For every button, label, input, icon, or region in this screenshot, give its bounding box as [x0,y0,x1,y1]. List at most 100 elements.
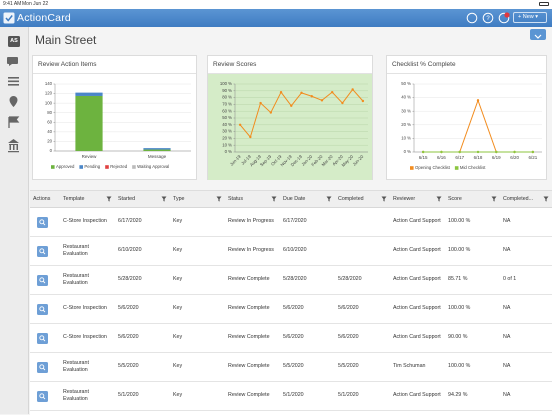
view-button[interactable] [37,216,48,228]
collapse-button[interactable] [530,29,546,40]
refresh-button[interactable] [466,12,478,24]
cell-text: 6/10/2020 [118,247,142,254]
filter-button[interactable] [271,196,277,202]
search-handle [42,367,46,370]
view-button[interactable] [37,332,48,344]
y-tick-label: 20 % [222,136,232,141]
table-cell: 85.71 % [445,265,500,295]
y-tick-label: 10 % [222,142,232,147]
new-button[interactable]: + New ▾ [513,12,547,23]
filter-button[interactable] [216,196,222,202]
point [290,104,293,107]
view-button[interactable] [37,245,48,257]
x-tick-label: 6/20 [510,155,519,160]
help-button[interactable] [482,12,494,24]
table-cell: 100.00 % [445,236,500,266]
cell-text: 0 of 1 [503,276,517,283]
view-button[interactable] [37,361,48,373]
cell-text: Review Complete [228,392,270,399]
view-button[interactable] [37,303,48,315]
point [531,150,535,154]
sidebar-icons [7,57,20,153]
cell-text: 5/6/2020 [118,305,139,312]
filter-button[interactable] [543,196,549,202]
cell-text: Key [173,392,183,399]
cell-text: 100.00 % [448,218,471,225]
filter-button[interactable] [491,196,497,202]
table-cell: 5/6/2020 [335,294,390,324]
notifications-button[interactable] [498,12,510,24]
actions-cell [30,323,60,353]
y-tick-label: 30 % [222,129,232,134]
column-header-label: Type [173,196,185,202]
filter-button[interactable] [106,196,112,202]
table-cell: 90.00 % [445,323,500,353]
table-row: Restaurant Evaluation 5/5/2020 Key Review C… [30,352,552,382]
notification-badge [504,12,510,18]
column-header: Score [445,191,500,208]
filter-icon [543,196,549,202]
institution-icon[interactable] [8,139,19,153]
cell-text: Key [173,276,183,283]
search-icon [39,247,46,254]
point [238,123,242,126]
legend-swatch [51,165,55,169]
cell-text: 5/6/2020 [338,334,359,341]
bar-segment [143,149,171,151]
table-cell: Action Card Support [390,265,445,295]
view-button[interactable] [37,390,48,402]
logo-text[interactable]: ActionCard [17,12,71,24]
cell-text: 5/5/2020 [118,363,139,370]
column-header: Reviewer [390,191,445,208]
search-icon [39,305,46,312]
table-cell: Key [170,294,225,324]
y-tick-label: 80 % [222,95,232,100]
search-glass [39,247,45,253]
x-tick-label: 6/18 [474,155,483,160]
point [249,135,252,139]
table-row: Restaurant Evaluation 5/28/2020 Key Review … [30,265,552,295]
cell-text: 5/5/2020 [283,363,304,370]
column-header: Status [225,191,280,208]
legend-swatch [105,165,109,169]
cell-text: 5/1/2020 [338,392,359,399]
actions-cell [30,352,60,382]
table-cell: 5/5/2020 [280,352,335,382]
cell-text: Restaurant Evaluation [63,388,89,403]
location-icon[interactable] [9,96,18,107]
user-badge[interactable]: AS [8,36,20,47]
point [361,99,365,103]
filter-button[interactable] [436,196,442,202]
cell-text: 85.71 % [448,276,468,283]
cell-text: Restaurant Evaluation [63,272,89,287]
table-cell: 5/1/2020 [335,381,390,411]
y-tick-label: 40 % [222,122,232,127]
table-cell: 5/6/2020 [280,294,335,324]
legend-label: Rejected [110,164,128,169]
flag-icon[interactable] [8,116,20,128]
table-cell: Restaurant Evaluation [60,265,115,295]
logo-icon[interactable] [3,12,15,24]
battery [539,2,549,6]
filter-button[interactable] [326,196,332,202]
cell-text: NA [503,218,511,225]
table-cell: Review In Progress [225,207,280,237]
y-tick-label: 120 [45,91,53,96]
point [320,99,324,102]
view-button[interactable] [37,274,48,286]
filter-button[interactable] [161,196,167,202]
y-tick-label: 20 % [401,122,411,127]
cell-text: Review Complete [228,276,270,283]
table-cell: Key [170,381,225,411]
messages-icon[interactable] [7,57,18,66]
search-icon [39,276,46,283]
list-icon[interactable] [8,77,19,86]
actions-cell [30,381,60,411]
search-handle [42,309,46,312]
column-header: Completed... [500,191,552,208]
table-row: Restaurant Evaluation 5/1/2020 Key Review C… [30,381,552,411]
filter-button[interactable] [381,196,387,202]
table-cell: Action Card Support [390,323,445,353]
search-icon [39,334,46,341]
